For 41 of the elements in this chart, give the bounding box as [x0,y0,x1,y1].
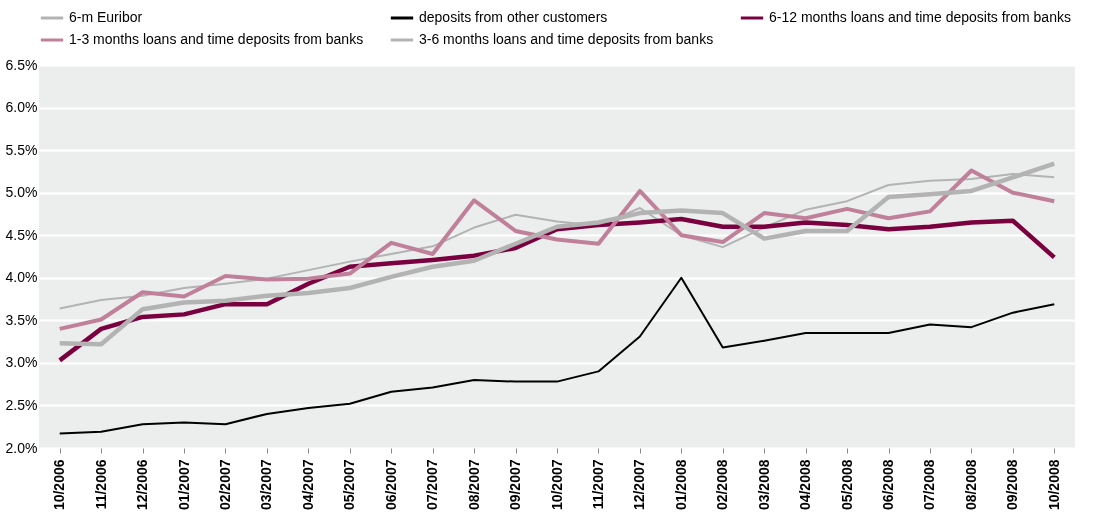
y-tick-label: 3.0% [5,354,38,371]
legend-label: 6-m Euribor [69,9,143,25]
x-tick-label: 01/2007 [175,459,192,511]
x-tick-label: 12/2006 [134,459,151,511]
x-tick-label: 07/2008 [921,459,938,511]
y-tick-label: 3.5% [5,311,38,328]
legend-label: 1-3 months loans and time deposits from banks [69,31,364,47]
x-tick-label: 09/2008 [1004,459,1021,511]
x-tick-label: 10/2006 [51,459,68,511]
x-tick-label: 04/2007 [299,459,316,511]
x-tick-label: 04/2008 [797,459,814,511]
legend-label: 6-12 months loans and time deposits from banks [769,9,1071,25]
x-tick-label: 09/2007 [507,459,524,511]
x-tick-label: 06/2008 [880,459,897,511]
legend-label: deposits from other customers [419,9,608,25]
y-tick-label: 2.0% [5,439,38,456]
x-tick-label: 03/2008 [755,459,772,511]
x-tick-label: 11/2006 [92,459,109,510]
x-tick-label: 11/2007 [589,459,606,510]
y-tick-label: 5.5% [5,141,38,158]
x-tick-label: 07/2007 [424,459,441,511]
legend-label: 3-6 months loans and time deposits from banks [419,31,714,47]
x-tick-label: 12/2007 [631,459,648,511]
y-tick-label: 4.5% [5,226,38,243]
y-tick-label: 6.5% [5,56,38,73]
x-tick-label: 08/2007 [465,459,482,511]
x-tick-label: 08/2008 [962,459,979,511]
y-tick-label: 6.0% [5,99,38,116]
x-tick-label: 06/2007 [382,459,399,511]
y-tick-label: 4.0% [5,269,38,286]
x-tick-label: 05/2008 [838,459,855,511]
line-series [58,276,1056,435]
x-tick-label: 02/2008 [714,459,731,511]
y-tick-label: 5.0% [5,184,38,201]
x-tick-label: 03/2007 [258,459,275,511]
x-tick-label: 01/2008 [672,459,689,511]
x-tick-label: 10/2008 [1045,459,1062,511]
x-tick-label: 02/2007 [216,459,233,511]
y-tick-label: 2.5% [5,396,38,413]
x-tick-label: 10/2007 [548,459,565,511]
x-tick-label: 05/2007 [341,459,358,511]
